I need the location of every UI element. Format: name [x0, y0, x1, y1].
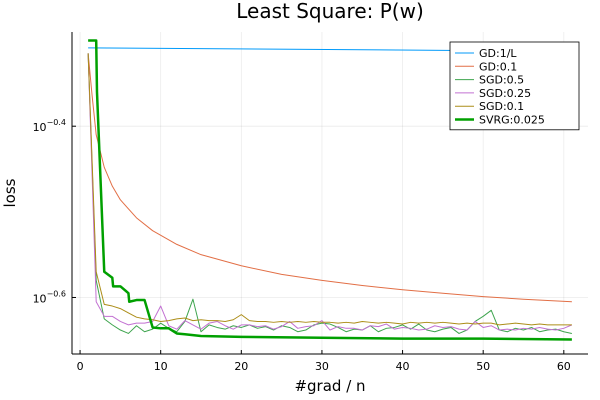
y-tick-label: 10−0.6 [33, 289, 66, 305]
x-tick-label: 40 [396, 360, 410, 373]
legend-box [449, 41, 580, 131]
legend: GD:1/LGD:0.1SGD:0.5SGD:0.25SGD:0.1SVRG:0… [449, 41, 580, 131]
legend-label: SVRG:0.025 [479, 114, 545, 127]
x-axis-label: #grad / n [294, 377, 365, 395]
x-tick-label: 10 [154, 360, 168, 373]
series-line-1 [87, 53, 572, 303]
axes [71, 32, 588, 355]
x-tick-label: 20 [234, 360, 248, 373]
legend-label: SGD:0.25 [479, 87, 531, 100]
x-tick-label: 30 [315, 360, 329, 373]
legend-label: SGD:0.5 [479, 74, 524, 87]
legend-label: GD:1/L [479, 47, 517, 60]
y-axis-label: loss [1, 178, 19, 207]
chart-title: Least Square: P(w) [236, 0, 424, 23]
x-tick-label: 0 [77, 360, 84, 373]
series-line-4 [87, 53, 572, 326]
legend-label: GD:0.1 [479, 60, 517, 73]
series-line-3 [87, 53, 573, 331]
x-axis-ticks: 0 10 20 30 40 50 60 [77, 350, 571, 373]
series-lines [87, 39, 573, 341]
legend-label: SGD:0.1 [479, 100, 524, 113]
y-axis-ticks: 10−0.6 10−0.4 [33, 118, 76, 305]
y-tick-label: 10−0.4 [33, 118, 66, 134]
x-tick-label: 50 [476, 360, 490, 373]
x-tick-label: 60 [557, 360, 571, 373]
series-line-5 [88, 39, 572, 341]
